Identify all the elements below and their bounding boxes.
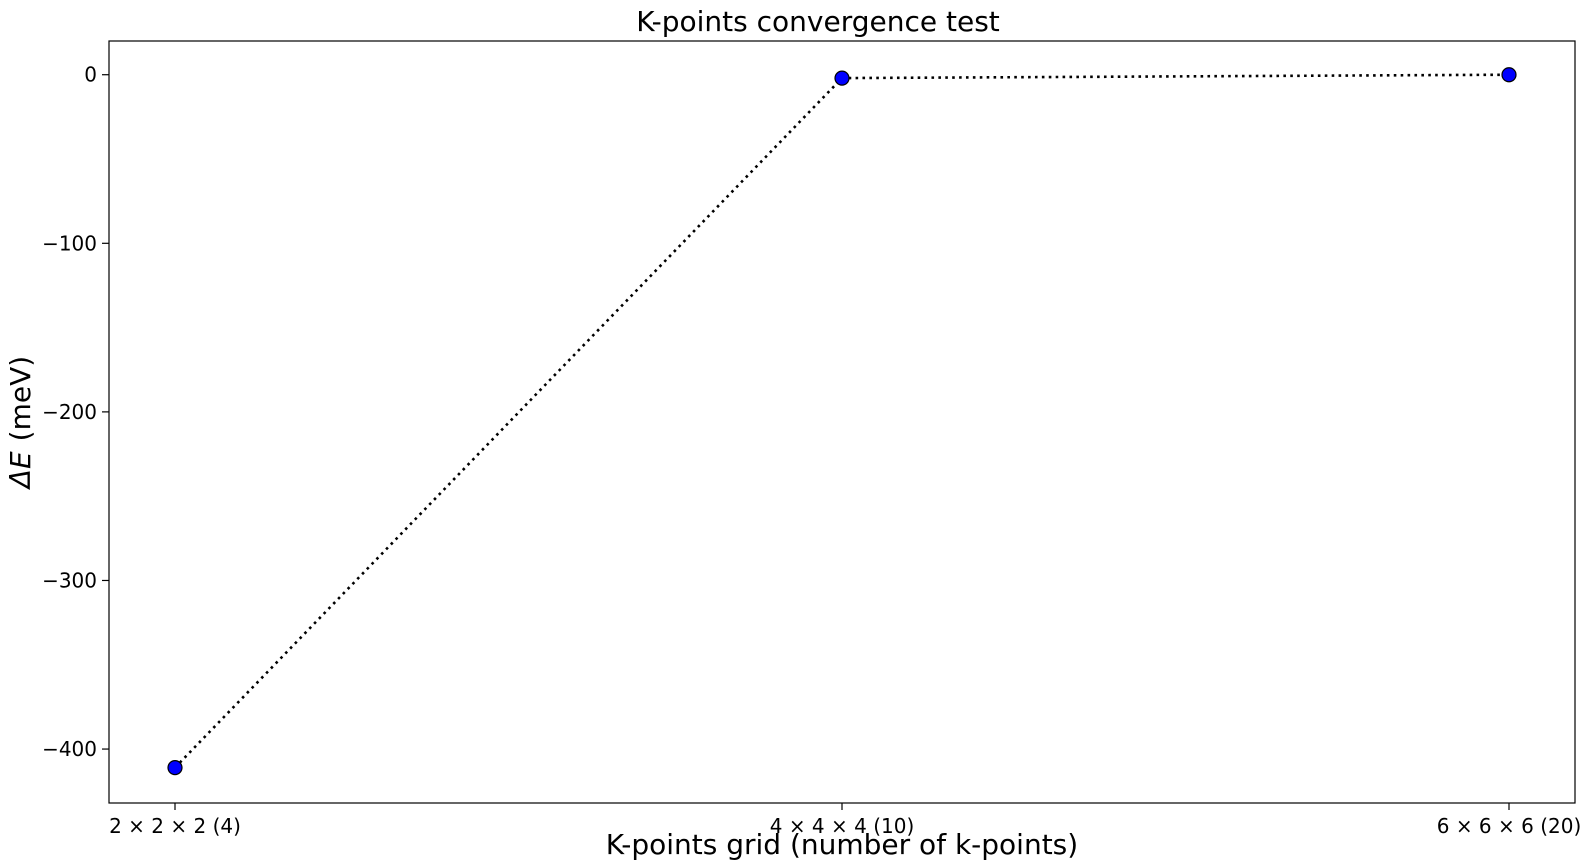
y-tick-label: −100 (42, 231, 97, 255)
data-point (167, 759, 183, 776)
data-point (834, 70, 850, 86)
y-axis-label-unit: (meV) (4, 356, 37, 442)
data-point (1501, 67, 1517, 83)
y-tick-label: −200 (42, 400, 97, 424)
chart-title: K-points convergence test (636, 5, 1000, 38)
y-tick-label: −300 (42, 568, 97, 592)
y-axis: 0 −100 −200 −300 −400 (42, 63, 109, 761)
y-tick-label: −400 (42, 737, 97, 761)
y-axis-label-symbol: ΔE (4, 451, 37, 490)
x-axis-label: K-points grid (number of k-points) (606, 828, 1078, 861)
x-axis: 2 × 2 × 2 (4) 4 × 4 × 4 (10) 6 × 6 × 6 (20… (109, 803, 1581, 838)
x-tick-label: 6 × 6 × 6 (20) (1437, 814, 1582, 838)
x-tick-label: 4 × 4 × 4 (10) (770, 814, 915, 838)
y-tick-label: 0 (84, 63, 97, 87)
y-axis-label: ΔE (meV) (4, 356, 37, 490)
series-layer (167, 67, 1517, 776)
x-tick-label: 2 × 2 × 2 (4) (109, 814, 241, 838)
